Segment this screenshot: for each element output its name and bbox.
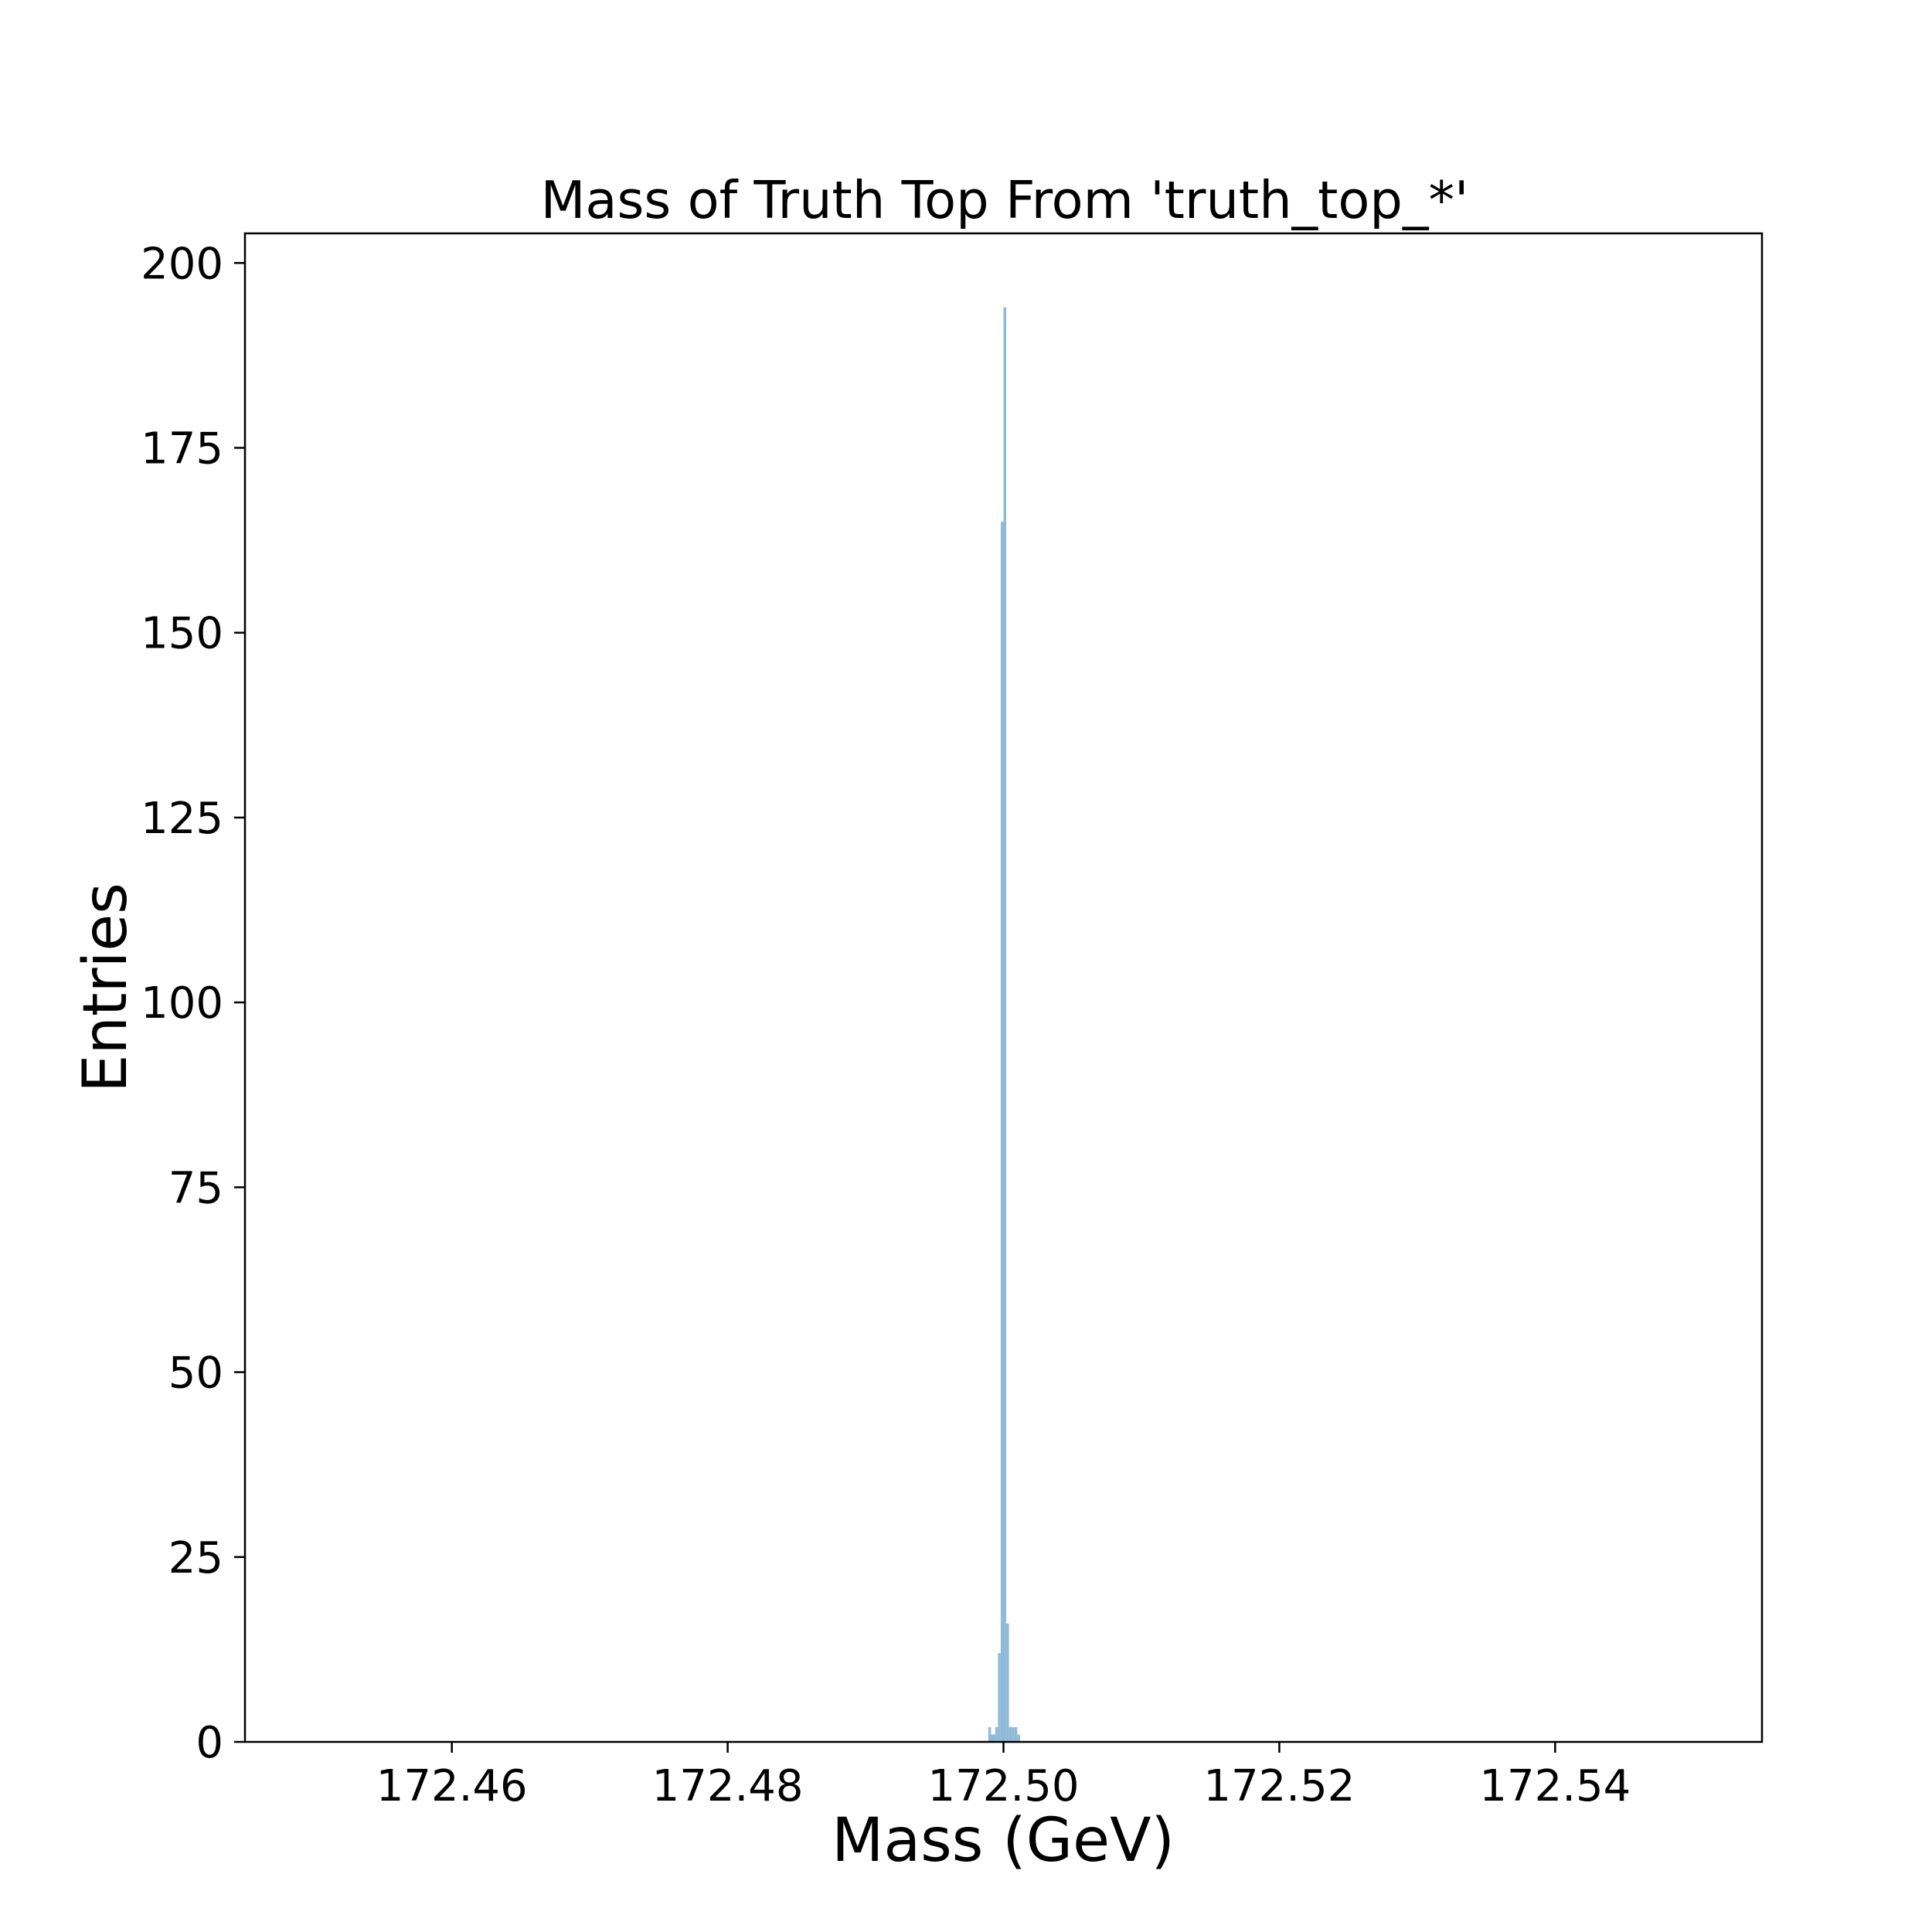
plot-frame [243, 232, 1764, 1743]
y-axis-label: Entries [71, 883, 141, 1093]
x-tick-label-4: 172.54 [1479, 1761, 1631, 1811]
x-tick-label-2: 172.50 [928, 1761, 1080, 1811]
histogram-bar-2 [995, 1726, 998, 1742]
y-tick-label-4: 100 [141, 978, 223, 1029]
x-tick-label-0: 172.46 [376, 1761, 528, 1811]
y-tick-label-3: 75 [168, 1163, 223, 1213]
histogram-bar-10 [1017, 1734, 1020, 1742]
y-tick-label-7: 175 [141, 423, 223, 474]
y-tick-label-1: 25 [168, 1533, 223, 1583]
x-axis-ticks: 172.46 172.48 172.50 172.52 172.54 [376, 1742, 1631, 1811]
x-axis-label: Mass (GeV) [832, 1806, 1175, 1876]
histogram-bars [988, 307, 1020, 1742]
y-tick-label-2: 50 [168, 1349, 223, 1399]
histogram-bar-7 [1009, 1726, 1012, 1742]
histogram-bar-0 [988, 1726, 992, 1742]
x-tick-label-3: 172.52 [1203, 1761, 1355, 1811]
histogram-bar-8 [1012, 1726, 1015, 1742]
y-tick-label-0: 0 [196, 1718, 223, 1768]
histogram-bar-5 [1003, 307, 1007, 1742]
y-tick-label-8: 200 [141, 239, 223, 289]
y-tick-label-5: 125 [141, 794, 223, 844]
x-tick-label-1: 172.48 [652, 1761, 804, 1811]
histogram-bar-4 [1000, 522, 1004, 1742]
histogram-bar-9 [1014, 1726, 1018, 1742]
histogram-bar-1 [991, 1734, 995, 1742]
chart-title: Mass of Truth Top From 'truth_top_*' [541, 170, 1469, 230]
histogram-bar-3 [998, 1653, 1001, 1742]
y-axis-ticks: 0 25 50 75 100 125 150 175 200 [141, 239, 245, 1768]
histogram-bar-6 [1006, 1623, 1009, 1742]
y-tick-label-6: 150 [141, 609, 223, 659]
